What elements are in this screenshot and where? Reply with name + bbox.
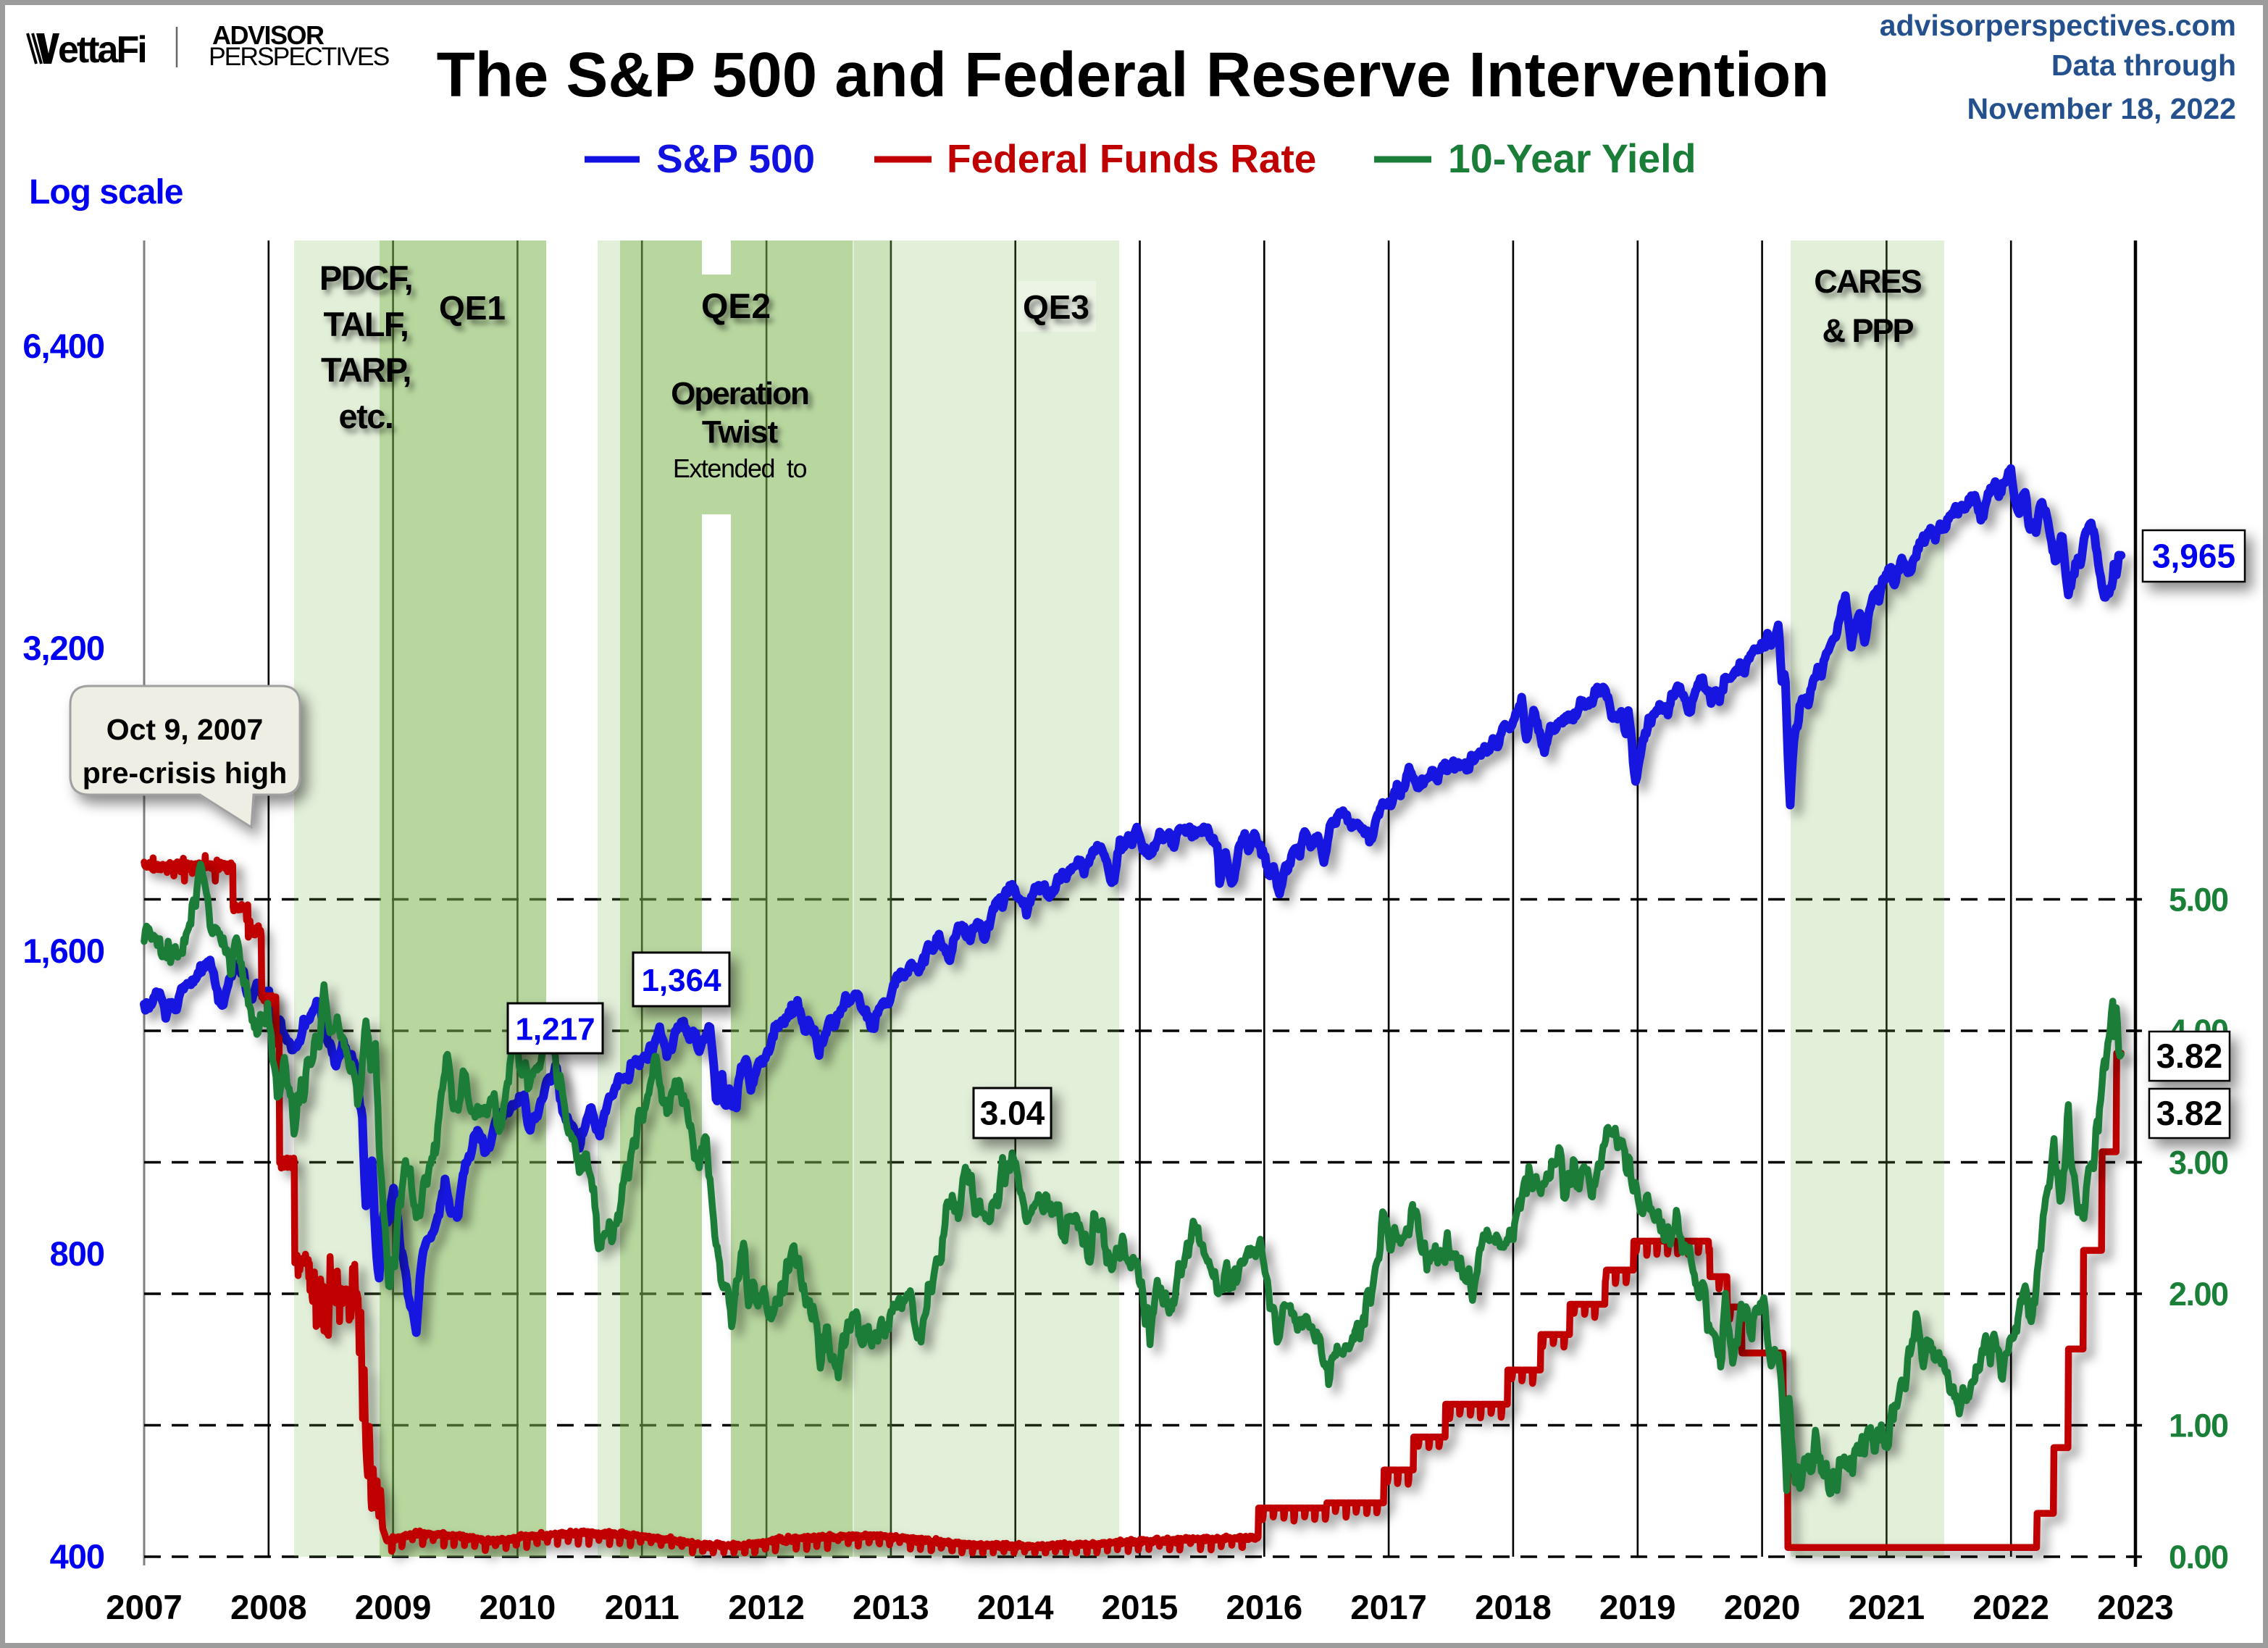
svg-text:10-Year Yield: 10-Year Yield [1448,136,1696,181]
svg-text:2013: 2013 [853,1589,929,1627]
svg-text:2021: 2021 [1849,1589,1925,1627]
svg-text:Oct 9, 2007: Oct 9, 2007 [106,713,264,746]
svg-text:The S&P 500 and Federal Reserv: The S&P 500 and Federal Reserve Interven… [437,40,1830,110]
svg-text:Extended to: Extended to [673,453,807,483]
svg-text:Log scale: Log scale [29,173,183,212]
svg-text:PDCF,: PDCF, [319,259,412,297]
svg-text:2017: 2017 [1350,1589,1427,1627]
svg-text:PERSPECTIVES: PERSPECTIVES [209,42,390,71]
svg-text:pre-crisis high: pre-crisis high [83,756,288,790]
svg-text:TALF,: TALF, [324,305,409,343]
svg-text:3.82: 3.82 [2156,1094,2222,1132]
svg-text:TARP,: TARP, [321,351,411,389]
svg-text:2009: 2009 [355,1589,432,1627]
svg-text:Twist: Twist [702,414,779,450]
svg-text:QE3: QE3 [1023,288,1089,326]
svg-text:QE2: QE2 [701,288,771,326]
svg-text:1,217: 1,217 [515,1012,595,1047]
svg-text:advisorperspectives.com: advisorperspectives.com [1880,9,2236,42]
svg-text:Data through: Data through [2051,49,2236,82]
svg-text:3,965: 3,965 [2152,538,2235,575]
svg-text:2020: 2020 [1724,1589,1801,1627]
svg-text:1,600: 1,600 [22,932,104,970]
svg-text:2016: 2016 [1226,1589,1302,1627]
svg-text:QE1: QE1 [439,289,506,327]
svg-text:3.00: 3.00 [2169,1145,2228,1181]
svg-text:3.82: 3.82 [2156,1037,2222,1075]
svg-text:Operation: Operation [671,376,808,411]
svg-text:2010: 2010 [480,1589,556,1627]
svg-text:2022: 2022 [1972,1589,2049,1627]
svg-text:2023: 2023 [2097,1589,2174,1627]
svg-text:ettaFi: ettaFi [58,29,146,71]
svg-text:2014: 2014 [977,1589,1054,1627]
svg-text:November 18, 2022: November 18, 2022 [1967,92,2236,125]
svg-text:CARES: CARES [1814,263,1922,300]
svg-text:3,200: 3,200 [22,629,104,667]
svg-text:S&P 500: S&P 500 [656,136,815,181]
svg-text:6,400: 6,400 [22,327,104,365]
svg-text:ADVISOR: ADVISOR [212,20,325,50]
svg-text:1.00: 1.00 [2169,1408,2228,1444]
svg-text:800: 800 [50,1234,104,1273]
svg-text:0.00: 0.00 [2169,1539,2228,1576]
svg-text:etc.: etc. [339,397,393,435]
svg-text:400: 400 [50,1537,104,1576]
svg-text:2008: 2008 [230,1589,307,1627]
svg-text:& PPP: & PPP [1822,312,1913,349]
svg-text:2019: 2019 [1599,1589,1676,1627]
svg-text:Federal Funds Rate: Federal Funds Rate [947,136,1316,181]
svg-text:2.00: 2.00 [2169,1276,2228,1313]
svg-text:2015: 2015 [1102,1589,1179,1627]
svg-text:2012: 2012 [728,1589,805,1627]
svg-text:1,364: 1,364 [641,963,721,998]
svg-text:2018: 2018 [1475,1589,1552,1627]
svg-text:2011: 2011 [605,1589,679,1627]
svg-text:3.04: 3.04 [980,1095,1045,1132]
svg-text:2007: 2007 [106,1589,183,1627]
svg-text:5.00: 5.00 [2169,882,2228,919]
